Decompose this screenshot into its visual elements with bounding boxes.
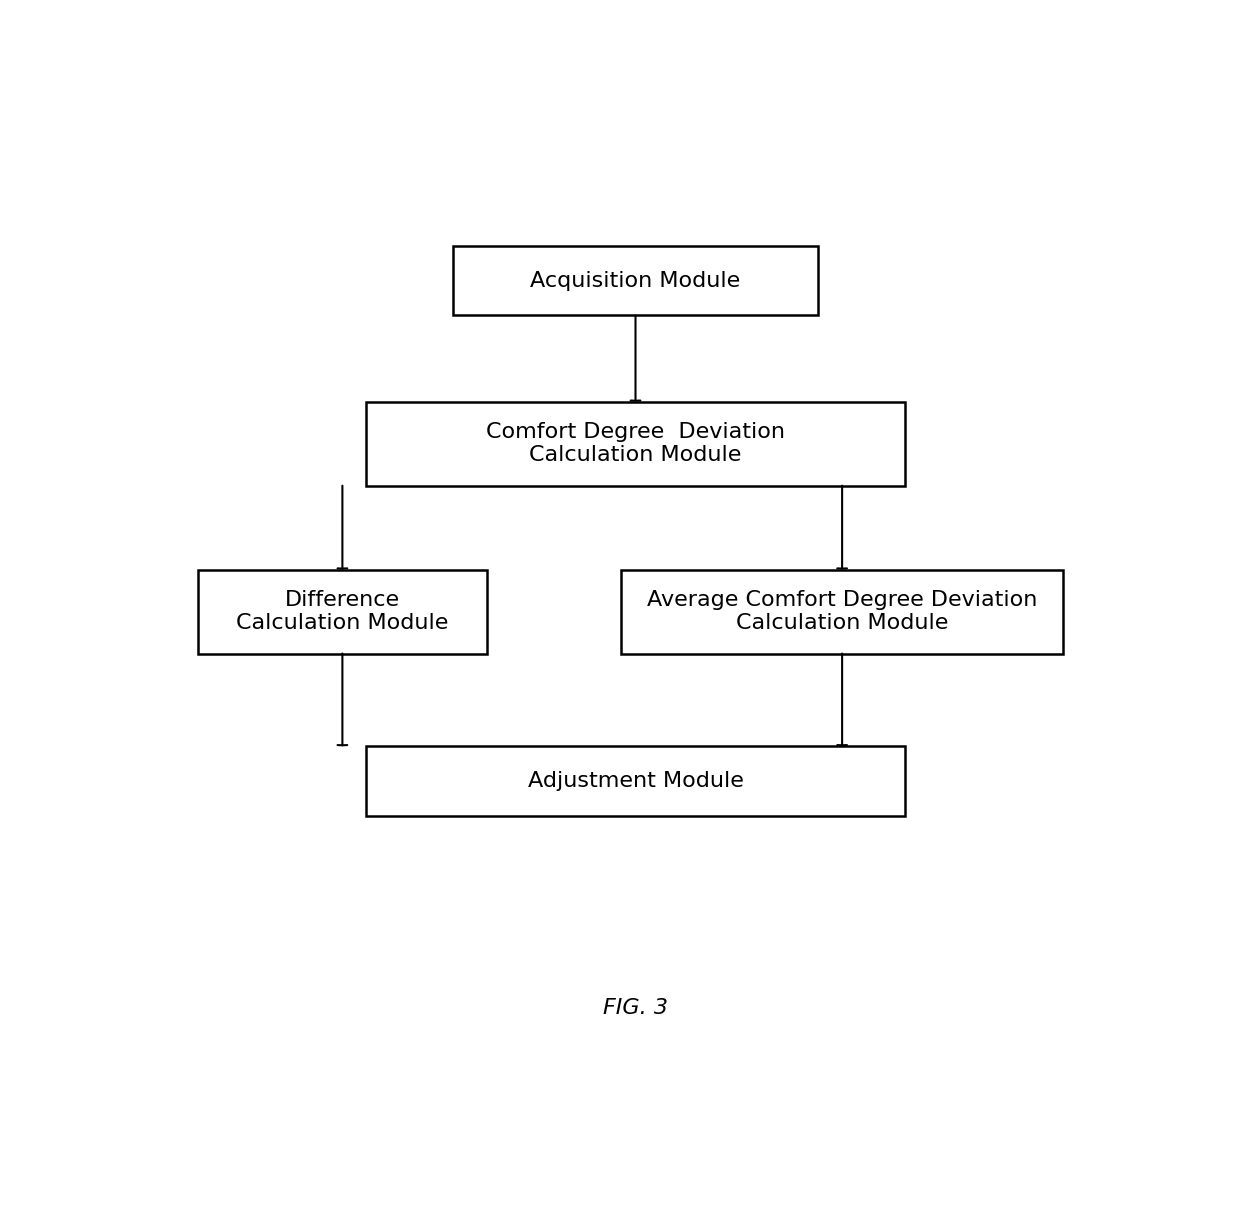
Text: Comfort Degree  Deviation
Calculation Module: Comfort Degree Deviation Calculation Mod… (486, 423, 785, 465)
Bar (367, 402, 905, 486)
Bar (453, 246, 818, 316)
Bar (367, 746, 905, 816)
Text: Acquisition Module: Acquisition Module (531, 270, 740, 291)
Text: Average Comfort Degree Deviation
Calculation Module: Average Comfort Degree Deviation Calcula… (647, 590, 1038, 633)
Bar (198, 569, 486, 654)
Bar (621, 569, 1063, 654)
Text: Difference
Calculation Module: Difference Calculation Module (236, 590, 449, 633)
Text: Adjustment Module: Adjustment Module (527, 771, 744, 791)
Text: FIG. 3: FIG. 3 (603, 998, 668, 1018)
